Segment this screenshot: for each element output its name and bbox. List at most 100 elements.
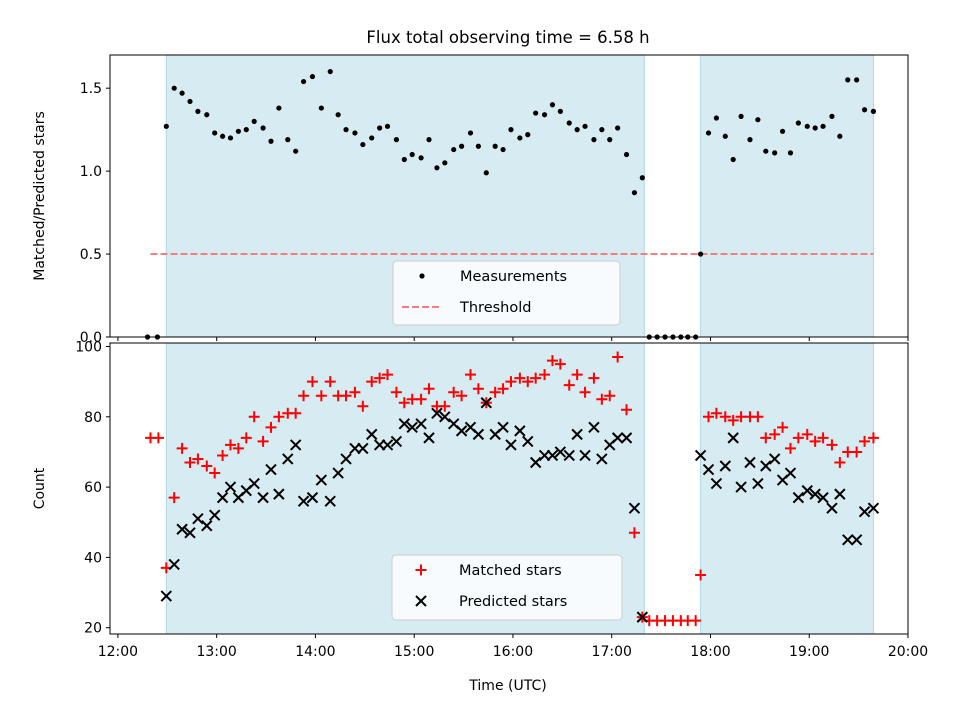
measurement-point: [599, 127, 605, 133]
matched-star-point: [522, 376, 534, 388]
predicted-star-point: [455, 425, 468, 437]
matched-star-point: [257, 435, 269, 447]
ratio-legend-label: Threshold: [459, 300, 531, 316]
measurement-point: [171, 85, 177, 91]
measurement-point: [639, 175, 645, 181]
measurement-point: [293, 148, 299, 154]
matched-star-point: [298, 390, 310, 402]
predicted-star-point: [265, 463, 277, 476]
count-panel: 12:00 13:00 14:00 15:00 16:00 17:00 18:00 19:00…: [32, 340, 928, 660]
predicted-star-point: [636, 611, 649, 623]
predicted-star-point: [514, 425, 526, 437]
measurement-point: [525, 132, 531, 138]
measurement-point: [557, 108, 563, 114]
matched-star-point: [817, 432, 829, 444]
measurement-point: [772, 150, 778, 156]
predicted-star-point: [406, 421, 418, 434]
count-y-tick-label: 20: [84, 621, 102, 637]
matched-star-point: [826, 439, 838, 451]
matched-star-point: [695, 569, 707, 581]
measurement-point: [492, 143, 498, 149]
measurement-point: [533, 110, 539, 116]
predicted-star-point: [390, 435, 403, 448]
measurement-point: [861, 107, 868, 113]
matched-star-point: [168, 492, 180, 504]
ratio-y-tick-label: 1.0: [80, 164, 102, 180]
measurement-point: [738, 113, 744, 119]
predicted-star-point: [208, 509, 221, 521]
matched-star-point: [563, 379, 575, 391]
x-axis-label: Time (UTC): [468, 678, 546, 694]
x-tick-label: 12:00: [98, 644, 138, 660]
measurement-point: [268, 138, 274, 144]
count-y-tick-label: 100: [75, 340, 102, 356]
predicted-star-point: [439, 411, 451, 423]
count-legend-label: Matched stars: [459, 563, 562, 579]
matched-star-point: [273, 411, 285, 423]
measurement-point: [384, 123, 391, 129]
matched-star-point: [224, 439, 236, 451]
predicted-star-point: [505, 439, 517, 451]
ratio-y-tick-label: 0.0: [80, 330, 102, 346]
measurement-point: [755, 117, 761, 123]
measurement-point: [300, 78, 307, 85]
measurement-point: [787, 150, 794, 156]
predicted-star-point: [160, 590, 173, 602]
predicted-star-point: [546, 449, 559, 462]
predicted-star-point: [702, 463, 715, 476]
predicted-star-point: [366, 428, 378, 441]
measurement-point: [566, 120, 572, 126]
count-y-tick-label: 60: [84, 480, 102, 496]
matched-star-point: [324, 376, 336, 388]
matched-star-point: [539, 369, 551, 381]
predicted-star-point: [423, 432, 435, 444]
predicted-star-point: [571, 428, 583, 441]
measurement-point: [360, 141, 366, 148]
predicted-star-point: [744, 456, 756, 469]
measurement-point: [582, 123, 588, 129]
measurement-point: [804, 123, 810, 129]
ratio-observing-band: [700, 54, 874, 338]
matched-star-point: [769, 428, 781, 440]
measurement-point: [845, 77, 851, 83]
matched-star-point: [217, 449, 229, 461]
measurement-point: [508, 127, 514, 133]
matched-star-point: [621, 404, 633, 416]
predicted-star-point: [752, 477, 764, 490]
matched-star-point: [240, 432, 252, 444]
predicted-star-point: [563, 449, 575, 462]
measurement-point: [713, 115, 720, 121]
x-tick-label: 19:00: [789, 644, 829, 660]
measurement-point: [285, 137, 291, 143]
predicted-star-point: [611, 432, 624, 444]
predicted-star-point: [184, 527, 196, 539]
predicted-star-point: [201, 520, 213, 532]
matched-star-point: [596, 393, 608, 405]
matched-star-point: [464, 369, 476, 381]
measurement-point: [458, 143, 465, 149]
predicted-star-point: [628, 502, 641, 514]
measurement-point: [475, 143, 481, 149]
measurement-point: [227, 135, 234, 141]
measurement-point: [335, 112, 341, 118]
matched-star-point: [357, 400, 369, 412]
ratio-legend-box: [392, 260, 621, 326]
predicted-star-point: [431, 407, 443, 419]
measurement-point: [343, 127, 349, 133]
x-tick-label: 15:00: [394, 644, 434, 660]
predicted-star-point: [529, 456, 542, 469]
predicted-star-point: [694, 449, 707, 462]
predicted-star-point: [224, 481, 237, 493]
predicted-star-point: [282, 453, 294, 465]
predicted-star-point: [817, 491, 829, 504]
measurement-point: [837, 133, 843, 139]
predicted-star-point: [710, 477, 723, 490]
predicted-star-point: [735, 481, 747, 493]
measurement-point: [426, 137, 432, 143]
measurement-point: [623, 151, 630, 158]
measurement-point: [607, 137, 613, 143]
measurement-point: [327, 68, 333, 75]
matched-star-point: [349, 386, 361, 398]
predicted-star-point: [497, 421, 509, 434]
